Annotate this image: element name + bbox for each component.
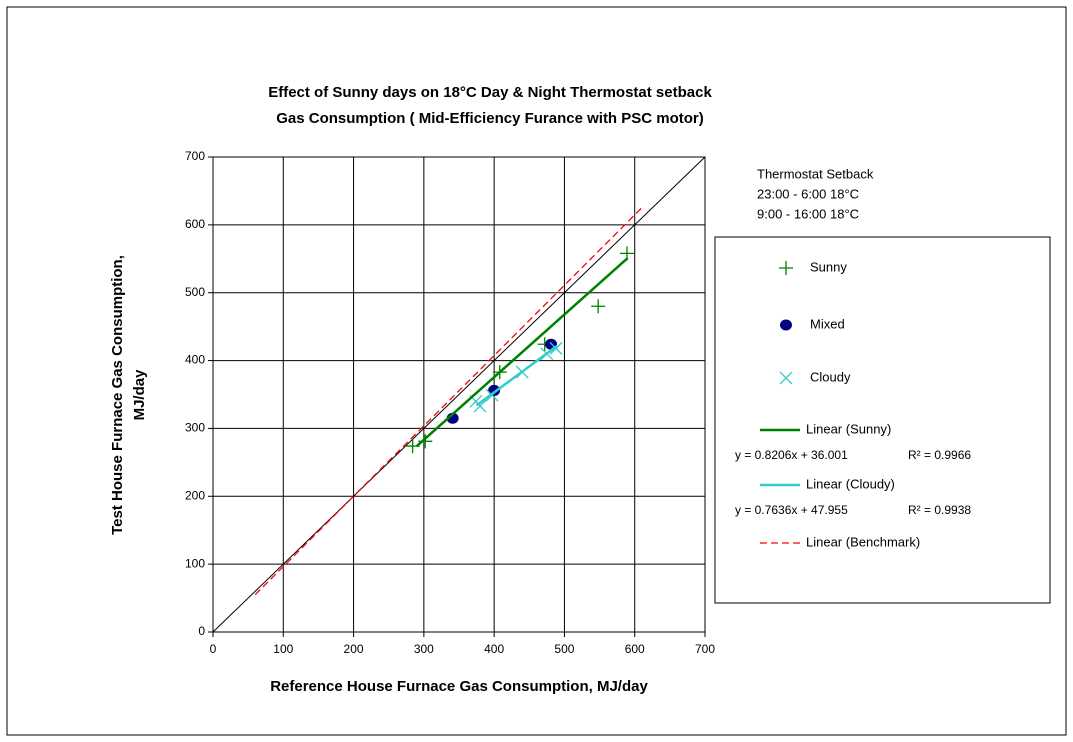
x-tick-label: 0 [210, 642, 217, 656]
data-point [549, 341, 563, 355]
x-tick-label: 600 [625, 642, 645, 656]
legend-label: Cloudy [810, 369, 851, 384]
legend [714, 236, 1051, 604]
x-tick-label: 100 [273, 642, 293, 656]
legend-swatch [779, 261, 793, 275]
x-tick-label: 700 [695, 642, 715, 656]
y-axis-label: MJ/day [131, 369, 148, 421]
legend-label: Linear (Benchmark) [806, 534, 920, 549]
data-point [591, 299, 606, 314]
y-tick-label: 300 [185, 421, 205, 435]
r-squared: R² = 0.9938 [908, 503, 971, 517]
legend-swatch [780, 319, 792, 331]
legend-swatch [779, 371, 793, 385]
trend-line [415, 257, 629, 448]
chart-title: Effect of Sunny days on 18°C Day & Night… [268, 84, 712, 101]
y-tick-label: 600 [185, 217, 205, 231]
x-tick-label: 200 [344, 642, 364, 656]
annotation: Thermostat Setback [757, 166, 874, 181]
data-point [473, 399, 487, 413]
y-tick-label: 200 [185, 488, 205, 502]
equation: y = 0.8206x + 36.001 [735, 448, 848, 462]
legend-label: Sunny [810, 259, 847, 274]
annotation: 23:00 - 6:00 18°C [757, 186, 859, 201]
frame [6, 6, 1067, 736]
reference-line [212, 156, 706, 633]
x-tick-label: 400 [484, 642, 504, 656]
legend-label: Mixed [810, 316, 845, 331]
y-tick-label: 500 [185, 285, 205, 299]
y-axis-label: Test House Furnace Gas Consumption, [109, 255, 126, 535]
r-squared: R² = 0.9966 [908, 448, 971, 462]
equation: y = 0.7636x + 47.955 [735, 503, 848, 517]
trend-line [475, 344, 559, 407]
x-axis-label: Reference House Furnace Gas Consumption,… [270, 678, 648, 695]
legend-label: Linear (Cloudy) [806, 476, 895, 491]
x-tick-label: 500 [554, 642, 574, 656]
y-tick-label: 400 [185, 353, 205, 367]
y-tick-label: 100 [185, 556, 205, 570]
x-tick-label: 300 [414, 642, 434, 656]
trend-line [254, 207, 643, 596]
chart-title: Gas Consumption ( Mid-Efficiency Furance… [276, 110, 704, 127]
y-tick-label: 0 [198, 624, 205, 638]
annotation: 9:00 - 16:00 18°C [757, 206, 859, 221]
y-tick-label: 700 [185, 149, 205, 163]
legend-label: Linear (Sunny) [806, 421, 891, 436]
